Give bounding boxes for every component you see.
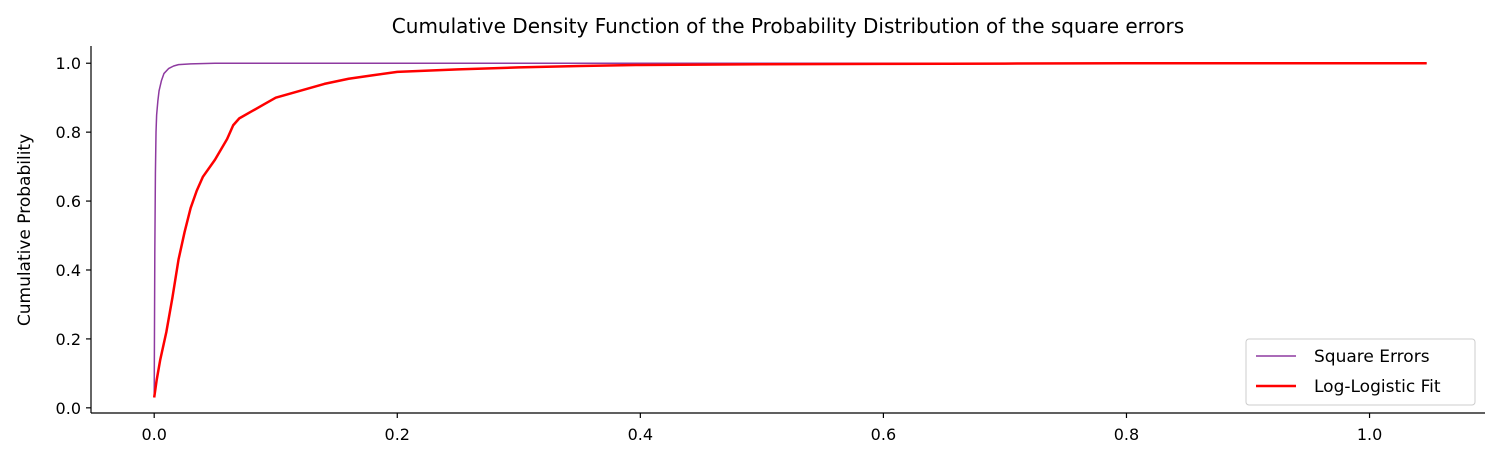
x-tick-label: 0.0 [141,425,166,444]
legend: Square Errors Log-Logistic Fit [1245,338,1476,406]
x-tick-label: 0.2 [385,425,410,444]
legend-label: Square Errors [1314,347,1430,367]
legend-box [1245,338,1476,406]
x-tick-label: 0.8 [1114,425,1139,444]
square-errors-line [153,62,1427,398]
y-tick-label: 0.8 [56,123,81,142]
x-tick-label: 0.6 [871,425,896,444]
legend-label: Log-Logistic Fit [1314,377,1441,397]
axes: 0.0 0.2 0.4 0.6 0.8 1.0 0.0 0.2 0.4 0.6 0.8 1.0 [56,46,1485,444]
y-tick-label: 0.2 [56,330,81,349]
chart-title: Cumulative Density Function of the Proba… [392,14,1184,38]
x-tick-label: 1.0 [1357,425,1382,444]
y-tick-label: 0.0 [56,399,81,418]
log-logistic-fit-line [152,61,1427,398]
x-tick-label: 0.4 [628,425,653,444]
y-tick-label: 0.6 [56,192,81,211]
series-layer [152,61,1427,398]
y-axis-label: Cumulative Probability [15,134,35,326]
y-tick-label: 1.0 [56,54,81,73]
y-tick-label: 0.4 [56,261,81,280]
